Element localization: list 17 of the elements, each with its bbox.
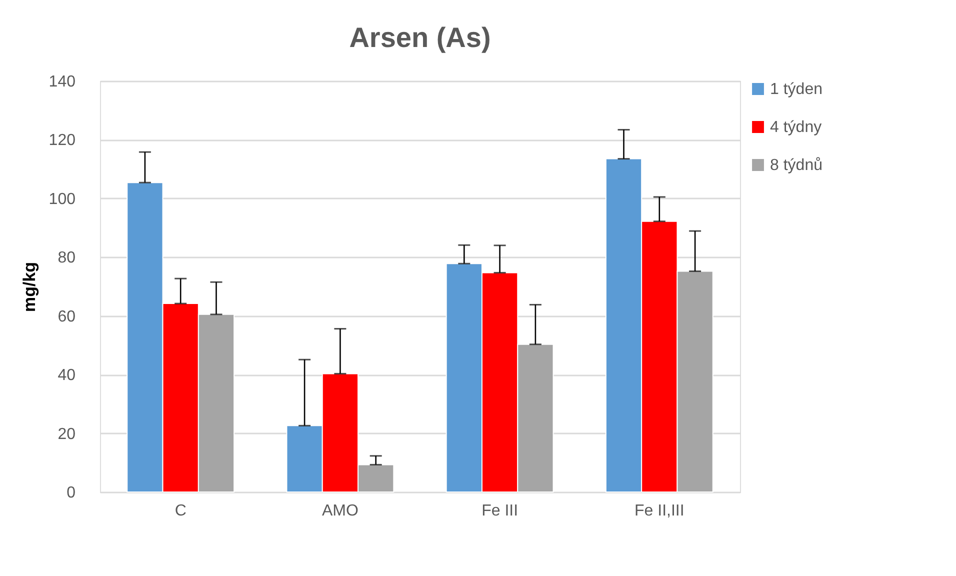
y-tick-label: 80 <box>58 250 76 267</box>
x-tick-label: Fe II,III <box>634 502 684 520</box>
x-tick-label: C <box>174 502 186 520</box>
y-axis-title: mg/kg <box>20 262 39 312</box>
y-tick-label: 20 <box>58 426 76 443</box>
y-tick-label: 0 <box>66 484 76 502</box>
chart-title: Arsen (As) <box>349 22 491 53</box>
legend-label: 1 týden <box>770 81 822 98</box>
legend-label: 4 týdny <box>770 119 822 136</box>
y-tick-label: 40 <box>58 367 76 384</box>
x-tick-label: Fe III <box>482 502 518 520</box>
y-tick-label: 120 <box>48 132 76 150</box>
x-tick-label: AMO <box>322 502 358 520</box>
y-tick-label: 60 <box>58 308 76 326</box>
y-tick-label: 100 <box>48 190 76 208</box>
y-tick-label: 140 <box>48 74 76 90</box>
legend-label: 8 týdnů <box>770 157 822 174</box>
